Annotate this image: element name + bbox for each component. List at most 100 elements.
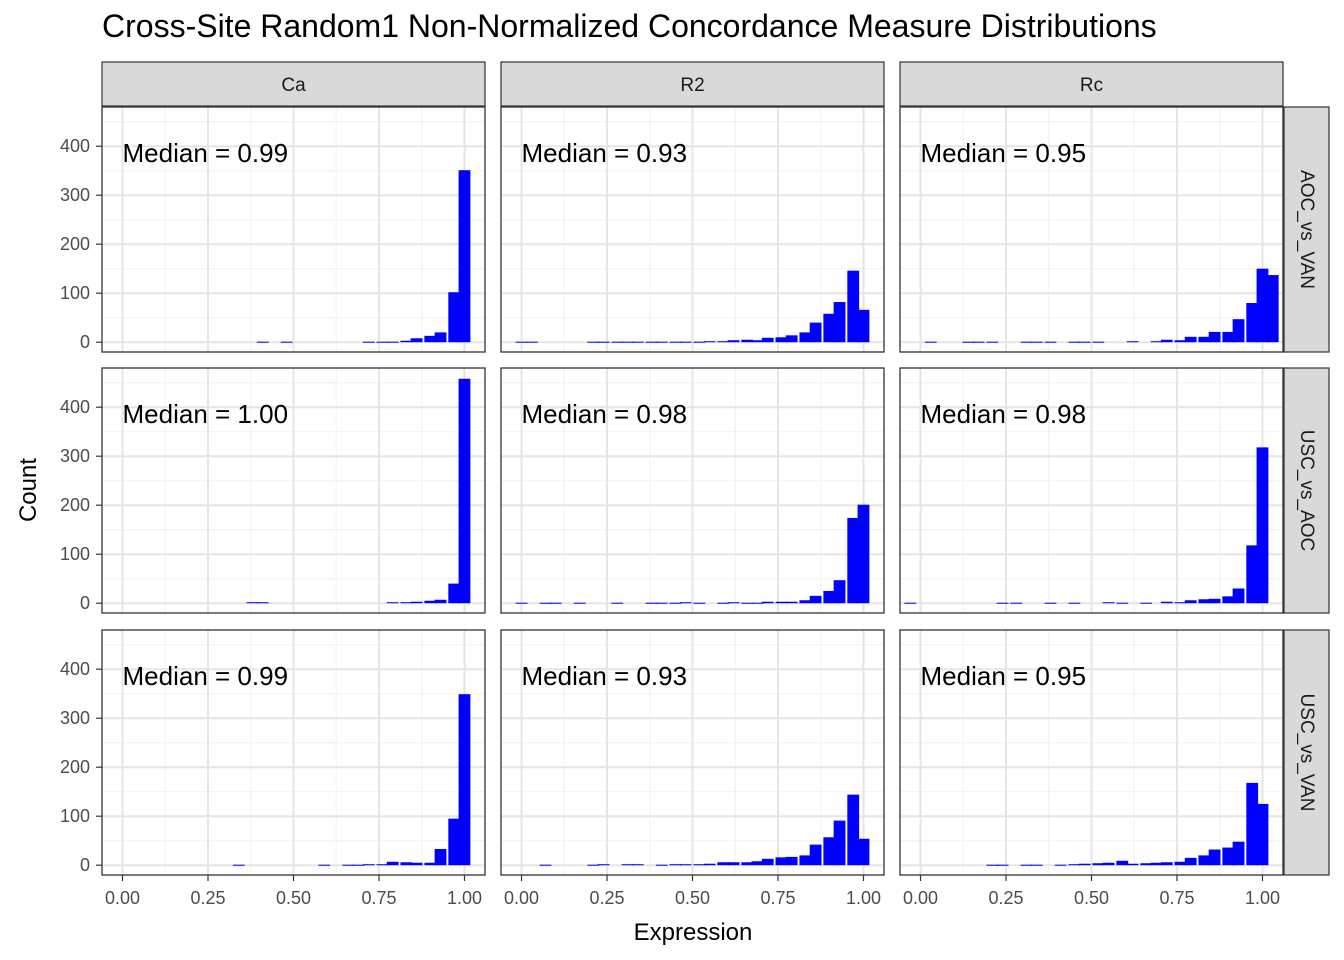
histogram-bar bbox=[972, 341, 985, 343]
y-tick-label: 0 bbox=[80, 593, 90, 613]
histogram-bar bbox=[1208, 598, 1221, 604]
histogram-bar bbox=[1140, 602, 1153, 604]
histogram-bar bbox=[986, 341, 999, 343]
x-tick-label: 0.75 bbox=[1159, 888, 1194, 908]
histogram-bar bbox=[1030, 341, 1043, 343]
histogram-bar bbox=[1030, 864, 1043, 866]
histogram-bar bbox=[761, 858, 774, 866]
histogram-bar bbox=[823, 590, 836, 604]
y-tick-label: 200 bbox=[60, 495, 90, 515]
histogram-bar bbox=[1256, 447, 1269, 604]
histogram-bar bbox=[799, 600, 812, 604]
histogram-bar bbox=[376, 864, 389, 866]
histogram-bar bbox=[1198, 855, 1211, 866]
panel-border bbox=[101, 106, 486, 353]
y-tick-label: 200 bbox=[60, 757, 90, 777]
histogram-bar bbox=[318, 864, 331, 866]
histogram-bar bbox=[539, 864, 552, 866]
y-tick-label: 300 bbox=[60, 185, 90, 205]
histogram-bar bbox=[1184, 600, 1197, 604]
histogram-bar bbox=[1184, 336, 1197, 343]
histogram-bar bbox=[1246, 303, 1259, 343]
histogram-bar bbox=[857, 309, 870, 343]
panel-border bbox=[101, 367, 486, 614]
histogram-bar bbox=[549, 602, 562, 604]
histogram-bar bbox=[717, 602, 730, 604]
histogram-bar bbox=[693, 341, 706, 343]
histogram-bar bbox=[1140, 863, 1153, 866]
histogram-bar bbox=[1174, 602, 1187, 604]
histogram-bar bbox=[727, 862, 740, 866]
histogram-bar bbox=[631, 341, 644, 343]
x-tick-label: 0.25 bbox=[190, 888, 225, 908]
histogram-bar bbox=[458, 694, 471, 866]
histogram-bar bbox=[434, 849, 447, 866]
histogram-bar bbox=[703, 863, 716, 866]
histogram-bar bbox=[424, 600, 437, 604]
facet-strip-label: R2 bbox=[680, 75, 704, 96]
histogram-bar bbox=[727, 340, 740, 343]
histogram-bar bbox=[785, 335, 798, 343]
histogram-bar bbox=[515, 602, 528, 604]
histogram-bar bbox=[847, 794, 860, 866]
x-tick-label: 0.00 bbox=[105, 888, 140, 908]
histogram-bar bbox=[1044, 602, 1057, 604]
x-tick-label: 0.25 bbox=[988, 888, 1023, 908]
histogram-bar bbox=[434, 599, 447, 604]
histogram-bar bbox=[573, 602, 586, 604]
histogram-bar bbox=[751, 340, 764, 343]
histogram-bar bbox=[1174, 861, 1187, 866]
y-tick-label: 300 bbox=[60, 446, 90, 466]
histogram-bar bbox=[823, 313, 836, 343]
x-tick-label: 0.00 bbox=[903, 888, 938, 908]
row-strip-label: AOC_vs_VAN bbox=[1296, 170, 1317, 289]
histogram-bar bbox=[775, 337, 788, 343]
histogram-bar bbox=[1068, 341, 1081, 343]
histogram-bar bbox=[1222, 331, 1235, 343]
histogram-bar bbox=[833, 820, 846, 866]
median-annotation: Median = 0.93 bbox=[522, 661, 688, 691]
histogram-bar bbox=[847, 270, 860, 343]
histogram-bar bbox=[741, 862, 754, 866]
histogram-bar bbox=[424, 862, 437, 866]
x-tick-label: 0.25 bbox=[589, 888, 624, 908]
x-tick-label: 0.50 bbox=[1074, 888, 1109, 908]
facet-strip-ca bbox=[101, 61, 486, 107]
median-annotation: Median = 0.99 bbox=[123, 661, 289, 691]
histogram-bar bbox=[655, 341, 668, 343]
histogram-bar bbox=[1222, 596, 1235, 604]
histogram-bar bbox=[1160, 862, 1173, 866]
histogram-bar bbox=[1102, 602, 1115, 604]
histogram-bar bbox=[717, 862, 730, 866]
histogram-bar bbox=[1198, 336, 1211, 343]
median-annotation: Median = 1.00 bbox=[123, 399, 289, 429]
row-strip-label: USC_vs_AOC bbox=[1296, 430, 1317, 551]
histogram-bar bbox=[448, 292, 461, 343]
histogram-bar bbox=[1160, 601, 1173, 604]
histogram-bar bbox=[1092, 341, 1105, 343]
histogram-bar bbox=[809, 844, 822, 866]
histogram-bar bbox=[342, 864, 355, 866]
histogram-bar bbox=[386, 861, 399, 866]
histogram-bar bbox=[448, 583, 461, 604]
histogram-bar bbox=[1126, 863, 1139, 866]
histogram-bar bbox=[246, 602, 259, 604]
histogram-bar bbox=[1160, 339, 1173, 343]
histogram-bar bbox=[1208, 849, 1221, 866]
panel-border bbox=[899, 106, 1284, 353]
histogram-bar bbox=[693, 602, 706, 604]
median-annotation: Median = 0.95 bbox=[921, 661, 1087, 691]
histogram-bar bbox=[597, 864, 610, 866]
histogram-bar bbox=[448, 818, 461, 866]
histogram-bar bbox=[410, 862, 423, 866]
histogram-bar bbox=[785, 856, 798, 866]
x-tick-label: 0.00 bbox=[504, 888, 539, 908]
y-axis-title: Count bbox=[15, 458, 42, 522]
histogram-bar bbox=[1232, 841, 1245, 866]
histogram-bar bbox=[611, 602, 624, 604]
panel-border bbox=[500, 106, 885, 353]
chart-title: Cross-Site Random1 Non-Normalized Concor… bbox=[102, 8, 1157, 44]
x-tick-label: 0.75 bbox=[361, 888, 396, 908]
histogram-bar bbox=[785, 601, 798, 604]
histogram-bar bbox=[597, 341, 610, 343]
